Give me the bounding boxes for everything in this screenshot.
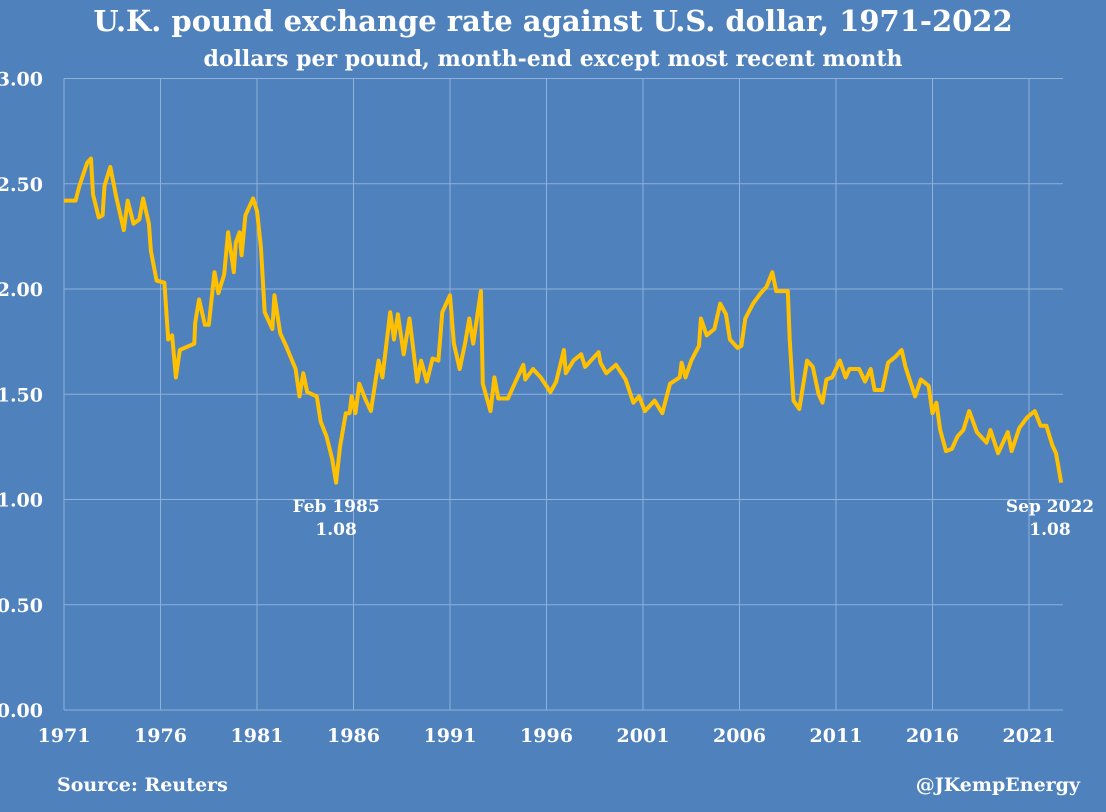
x-tick-label: 1976 [134, 725, 187, 747]
x-tick-label: 2011 [810, 725, 863, 747]
y-tick-label: 2.00 [0, 279, 43, 301]
author-handle: @JKempEnergy [915, 774, 1080, 796]
y-tick-label: 0.50 [0, 595, 43, 617]
exchange-rate-line [64, 156, 1064, 485]
chart-subtitle: dollars per pound, month-end except most… [203, 46, 903, 72]
x-tick-label: 1991 [424, 725, 477, 747]
x-tick-label: 2001 [617, 725, 670, 747]
y-tick-label: 0.00 [0, 700, 43, 722]
x-tick-label: 1971 [38, 725, 91, 747]
source-note: Source: Reuters [57, 774, 228, 796]
x-tick-label: 1996 [520, 725, 573, 747]
annotation-value: 1.08 [315, 520, 356, 540]
y-tick-label: 1.00 [0, 490, 43, 512]
y-tick-label: 2.50 [0, 174, 43, 196]
chart-title: U.K. pound exchange rate against U.S. do… [93, 4, 1013, 38]
x-tick-label: 2006 [713, 725, 766, 747]
annotation-label: Feb 1985 [293, 497, 380, 517]
annotation-label: Sep 2022 [1006, 497, 1094, 517]
x-tick-label: 2021 [1003, 725, 1056, 747]
x-tick-label: 1986 [327, 725, 380, 747]
x-tick-label: 2016 [906, 725, 959, 747]
y-tick-label: 3.00 [0, 69, 43, 91]
annotation-value: 1.08 [1029, 520, 1070, 540]
y-tick-label: 1.50 [0, 384, 43, 406]
x-tick-label: 1981 [231, 725, 284, 747]
